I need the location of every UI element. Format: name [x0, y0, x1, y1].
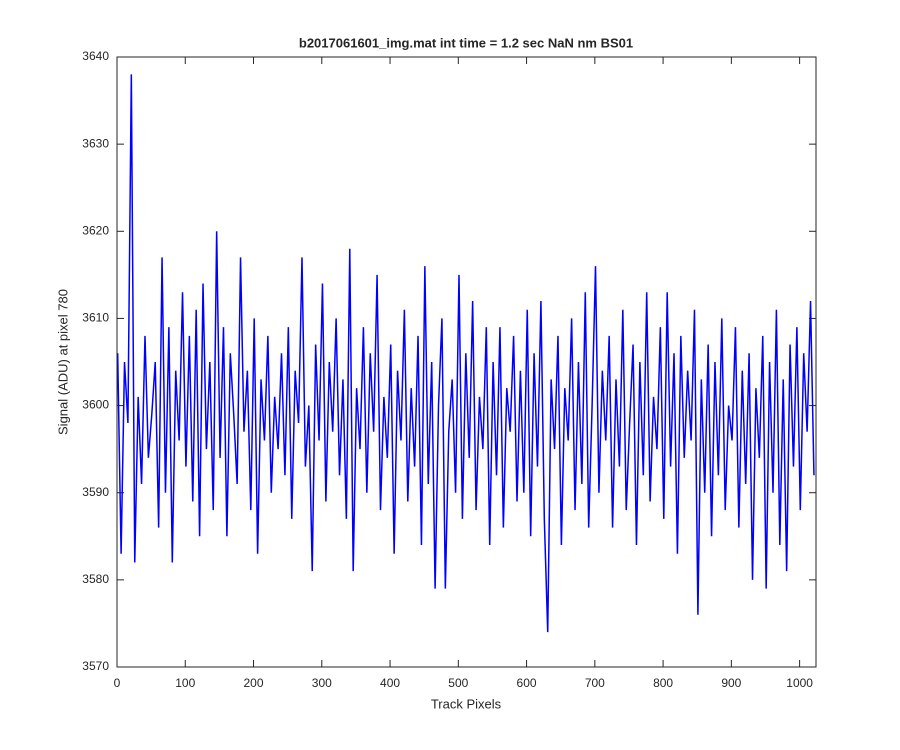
x-axis-label: Track Pixels	[431, 696, 502, 711]
y-tick-label: 3610	[82, 311, 109, 325]
y-tick-label: 3640	[82, 49, 109, 63]
x-tick-label: 900	[721, 676, 741, 690]
chart-title: b2017061601_img.mat int time = 1.2 sec N…	[299, 35, 633, 50]
x-tick-label: 200	[244, 676, 264, 690]
y-tick-label: 3590	[82, 485, 109, 499]
x-tick-label: 0	[114, 676, 121, 690]
y-axis-label: Signal (ADU) at pixel 780	[55, 289, 70, 435]
data-line	[116, 74, 815, 633]
x-tick-label: 600	[517, 676, 537, 690]
y-tick-label: 3630	[82, 136, 109, 150]
x-tick-label: 300	[312, 676, 332, 690]
x-tick-label: 500	[448, 676, 468, 690]
y-tick-label: 3580	[82, 572, 109, 586]
y-tick-label: 3620	[82, 223, 109, 237]
y-tick-label: 3600	[82, 398, 109, 412]
x-tick-label: 1000	[786, 676, 813, 690]
x-tick-label: 700	[585, 676, 605, 690]
x-tick-label: 100	[175, 676, 195, 690]
x-tick-label: 400	[380, 676, 400, 690]
x-tick-label: 800	[653, 676, 673, 690]
plot-frame	[116, 56, 817, 668]
y-tick-label: 3570	[82, 659, 109, 673]
